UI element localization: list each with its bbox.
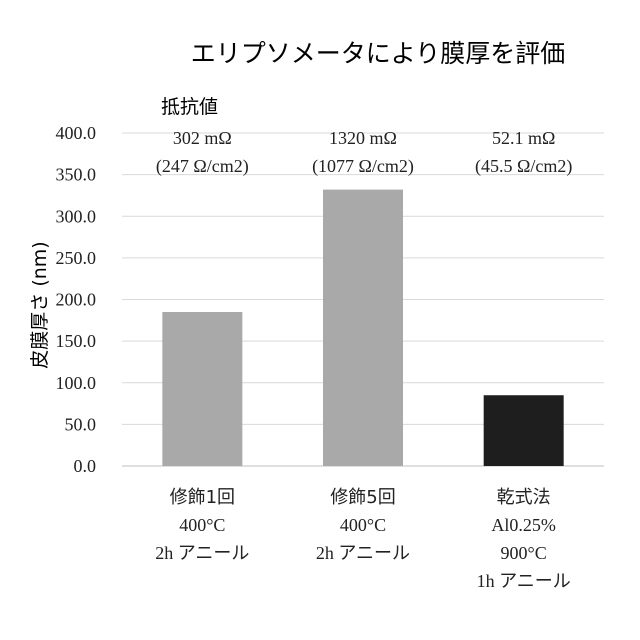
category-label: 900°C xyxy=(501,543,547,563)
category-label: 400°C xyxy=(340,515,386,535)
y-tick-label: 400.0 xyxy=(56,123,97,143)
resistance-label: (45.5 Ω/cm2) xyxy=(475,156,572,177)
bar xyxy=(323,190,403,466)
bar xyxy=(484,395,564,466)
resistance-label: 302 mΩ xyxy=(173,128,232,148)
bar xyxy=(162,312,242,466)
resistance-labels: 302 mΩ (247 Ω/cm2) 1320 mΩ (1077 Ω/cm2) 52.1… xyxy=(156,128,572,177)
resistance-label: (1077 Ω/cm2) xyxy=(312,156,414,177)
y-axis-label: 皮膜厚さ (nm) xyxy=(29,241,51,368)
resistance-label: 1320 mΩ xyxy=(329,128,397,148)
category-label: 2h アニール xyxy=(155,543,249,563)
y-tick-label: 300.0 xyxy=(56,206,97,226)
resistance-label: (247 Ω/cm2) xyxy=(156,156,249,177)
category-label: 1h アニール xyxy=(477,571,571,591)
resistance-label: 52.1 mΩ xyxy=(492,128,555,148)
y-tick-label: 350.0 xyxy=(56,165,97,185)
y-axis-ticks: 0.0 50.0 100.0 150.0 200.0 250.0 300.0 350.0 400… xyxy=(56,123,97,476)
category-label: Al0.25% xyxy=(491,515,556,535)
category-label: 乾式法 xyxy=(497,487,551,508)
y-tick-label: 50.0 xyxy=(65,414,97,434)
x-axis-categories: 修飾1回400°C2h アニール修飾5回400°C2h アニール乾式法Al0.2… xyxy=(155,487,570,591)
y-tick-label: 0.0 xyxy=(74,456,97,476)
category-label: 2h アニール xyxy=(316,543,410,563)
y-tick-label: 250.0 xyxy=(56,248,97,268)
y-tick-label: 200.0 xyxy=(56,290,97,310)
resistance-header: 抵抗値 xyxy=(161,96,218,118)
chart-title: エリプソメータにより膜厚を評価 xyxy=(191,39,566,68)
bars xyxy=(162,190,563,466)
y-tick-label: 100.0 xyxy=(56,373,97,393)
y-tick-label: 150.0 xyxy=(56,331,97,351)
category-label: 400°C xyxy=(179,515,225,535)
category-label: 修飾1回 xyxy=(170,487,235,508)
category-label: 修飾5回 xyxy=(330,487,395,508)
